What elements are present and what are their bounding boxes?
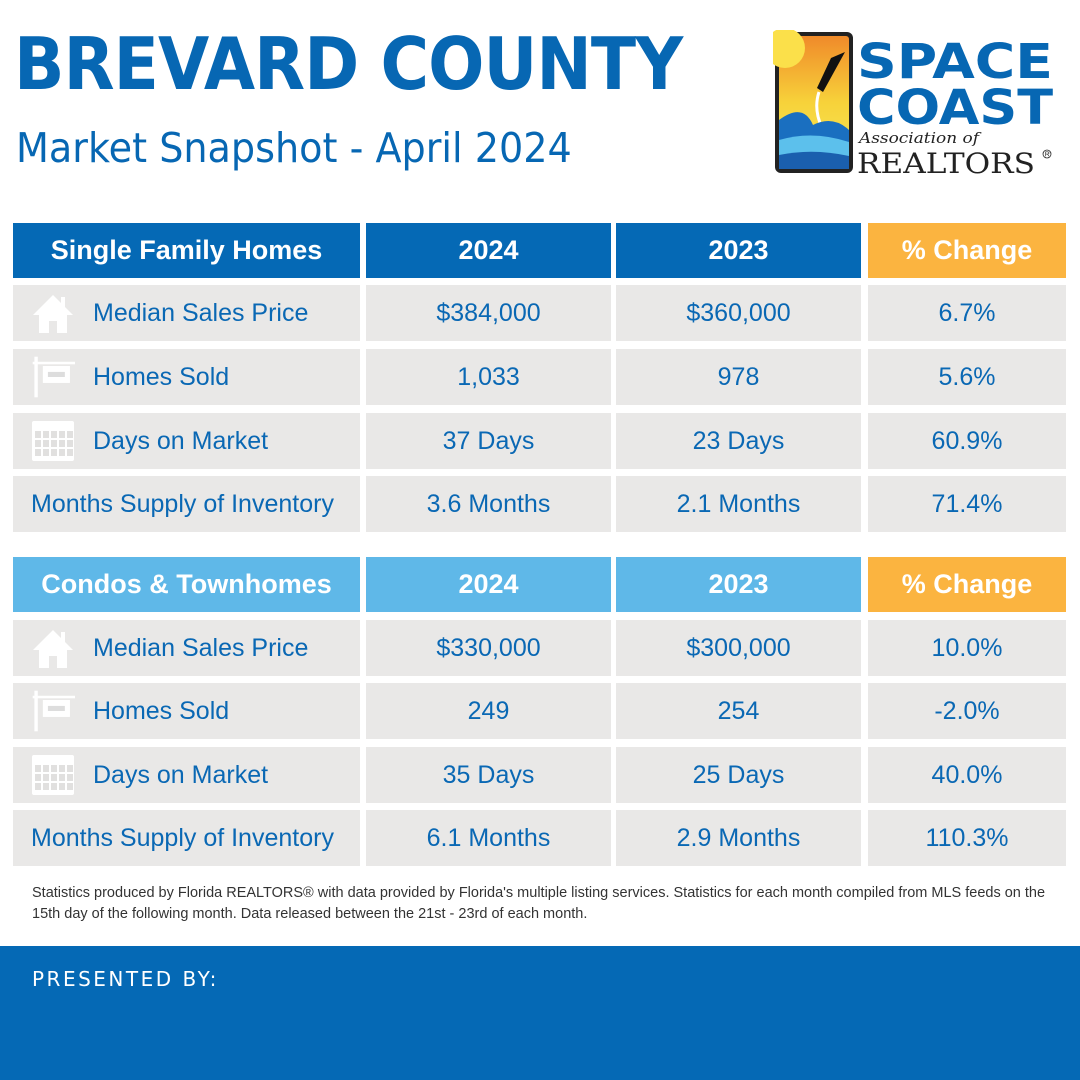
table-cell: $330,000 <box>366 620 611 676</box>
table-cell: 25 Days <box>616 747 861 803</box>
page-title: BREVARD COUNTY <box>14 22 683 106</box>
row-label: Months Supply of Inventory <box>31 489 334 518</box>
table-cell: 35 Days <box>366 747 611 803</box>
svg-text:REALTORS: REALTORS <box>857 147 1035 175</box>
svg-text:COAST: COAST <box>857 80 1053 136</box>
table-cell: $300,000 <box>616 620 861 676</box>
table-header-cell: Single Family Homes <box>13 223 360 278</box>
sold-sign-icon <box>31 689 75 733</box>
row-label-cell: Homes Sold <box>13 349 360 405</box>
presented-by-label: PRESENTED BY: <box>32 967 219 991</box>
table-header-cell: Condos & Townhomes <box>13 557 360 612</box>
row-label-cell: Homes Sold <box>13 683 360 739</box>
sold-sign-icon <box>31 355 75 399</box>
row-label-cell: Median Sales Price <box>13 285 360 341</box>
table-cell: 254 <box>616 683 861 739</box>
table-cell: 71.4% <box>868 476 1066 532</box>
table-header-cell: 2024 <box>366 223 611 278</box>
statistics-note: Statistics produced by Florida REALTORS®… <box>32 885 1046 922</box>
table-cell: 1,033 <box>366 349 611 405</box>
row-label-cell: Months Supply of Inventory <box>13 476 360 532</box>
space-coast-realtors-logo: SPACE COAST Association of REALTORS <box>773 30 1053 175</box>
table-cell: 6.7% <box>868 285 1066 341</box>
house-icon <box>31 626 75 670</box>
row-label-cell: Days on Market <box>13 747 360 803</box>
row-label-cell: Median Sales Price <box>13 620 360 676</box>
row-label: Median Sales Price <box>93 298 309 327</box>
table-header-cell: 2023 <box>616 557 861 612</box>
table-cell: 10.0% <box>868 620 1066 676</box>
table-cell: $360,000 <box>616 285 861 341</box>
table-cell: 110.3% <box>868 810 1066 866</box>
table-cell: 6.1 Months <box>366 810 611 866</box>
house-icon <box>31 291 75 335</box>
page-subtitle: Market Snapshot - April 2024 <box>16 124 572 172</box>
row-label: Homes Sold <box>93 696 230 725</box>
table-header-cell: 2023 <box>616 223 861 278</box>
table-cell: -2.0% <box>868 683 1066 739</box>
svg-text:Association of: Association of <box>857 129 982 147</box>
table-cell: 978 <box>616 349 861 405</box>
table-cell: 3.6 Months <box>366 476 611 532</box>
calendar-icon <box>31 419 75 463</box>
table-cell: 60.9% <box>868 413 1066 469</box>
row-label-cell: Days on Market <box>13 413 360 469</box>
table-cell: 5.6% <box>868 349 1066 405</box>
table-cell: 40.0% <box>868 747 1066 803</box>
table-cell: 23 Days <box>616 413 861 469</box>
table-cell: $384,000 <box>366 285 611 341</box>
table-header-cell: % Change <box>868 557 1066 612</box>
row-label: Homes Sold <box>93 362 230 391</box>
table-cell: 249 <box>366 683 611 739</box>
svg-text:SPACE: SPACE <box>857 34 1053 90</box>
table-cell: 37 Days <box>366 413 611 469</box>
table-header-cell: 2024 <box>366 557 611 612</box>
row-label: Median Sales Price <box>93 633 309 662</box>
row-label: Days on Market <box>93 426 269 455</box>
row-label-cell: Months Supply of Inventory <box>13 810 360 866</box>
presented-by-band <box>0 946 1080 1080</box>
table-cell: 2.1 Months <box>616 476 861 532</box>
row-label: Days on Market <box>93 760 269 789</box>
table-cell: 2.9 Months <box>616 810 861 866</box>
row-label: Months Supply of Inventory <box>31 823 334 852</box>
calendar-icon <box>31 753 75 797</box>
table-header-cell: % Change <box>868 223 1066 278</box>
